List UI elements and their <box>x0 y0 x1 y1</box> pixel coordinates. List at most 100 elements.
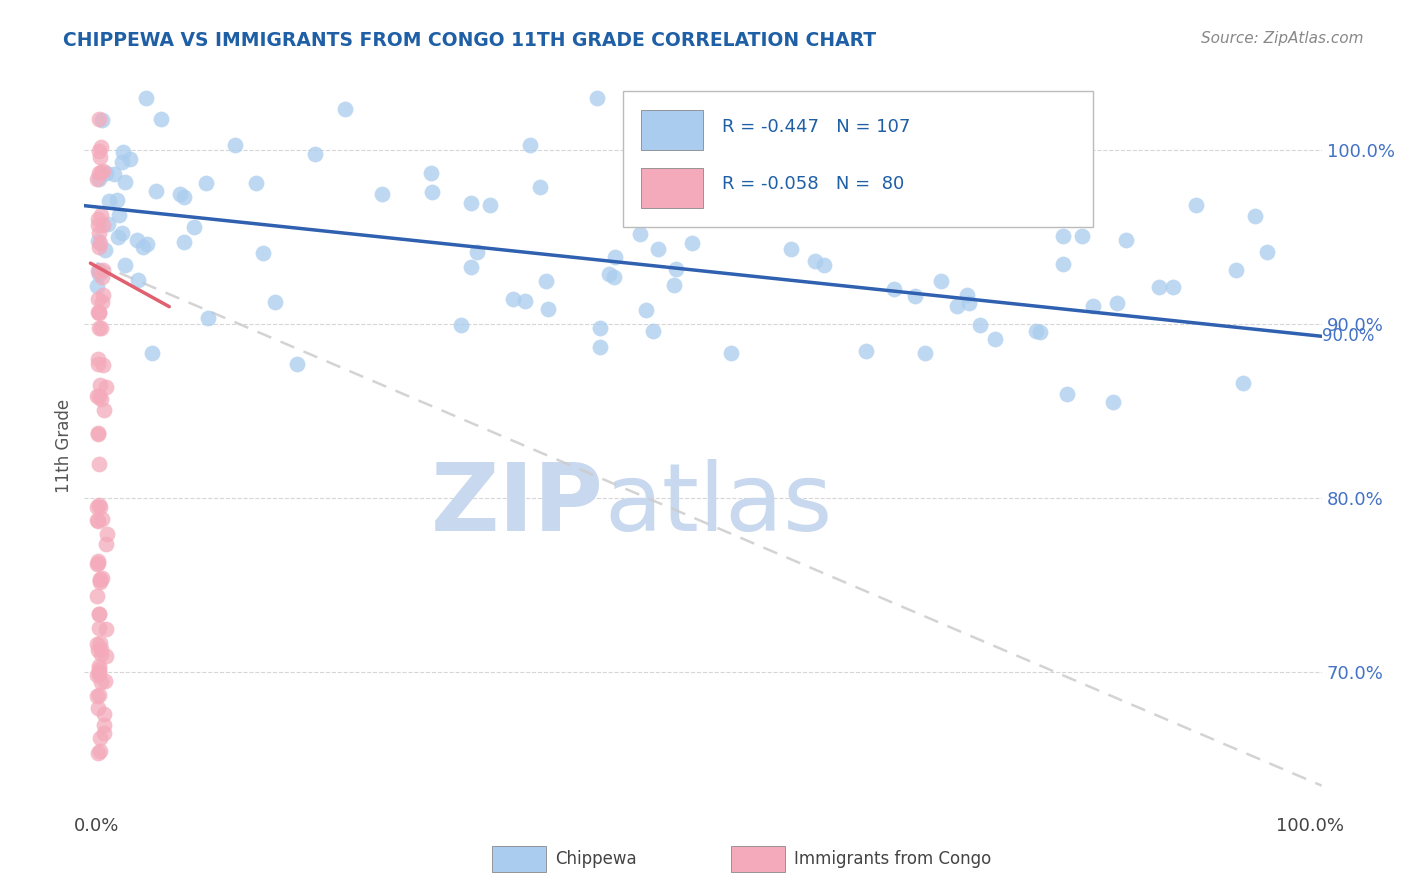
Point <box>135 91 157 105</box>
Point <box>107 229 129 244</box>
Point <box>87 234 110 248</box>
Point <box>145 184 167 198</box>
Point <box>87 746 110 760</box>
Point <box>86 278 108 293</box>
Point <box>87 321 110 335</box>
Point <box>127 273 149 287</box>
Point <box>87 166 110 180</box>
Point <box>90 321 112 335</box>
Point <box>87 218 110 232</box>
Point <box>89 144 111 158</box>
Point <box>86 172 108 186</box>
Point <box>647 242 669 256</box>
Point <box>644 201 666 215</box>
Point <box>252 246 274 260</box>
Point <box>94 648 117 663</box>
Point <box>89 267 111 281</box>
Point <box>90 511 112 525</box>
Point <box>1029 325 1052 339</box>
Point <box>89 731 111 745</box>
Point <box>87 667 110 681</box>
Point <box>94 244 117 258</box>
Text: 90.0%: 90.0% <box>1322 327 1374 345</box>
Point <box>86 264 108 278</box>
Point <box>634 303 657 318</box>
Point <box>1052 229 1074 244</box>
Point <box>197 310 219 325</box>
Point <box>93 403 115 417</box>
Point <box>804 254 827 268</box>
Point <box>90 647 112 661</box>
Point <box>86 589 108 603</box>
Point <box>460 260 482 274</box>
Point <box>946 298 969 312</box>
Point <box>224 137 246 152</box>
Point <box>603 270 626 285</box>
Text: Immigrants from Congo: Immigrants from Congo <box>794 850 991 868</box>
Text: R = -0.058   N =  80: R = -0.058 N = 80 <box>721 175 904 194</box>
Point <box>90 208 112 222</box>
Point <box>91 262 114 277</box>
Point <box>519 137 541 152</box>
Point <box>1081 299 1104 313</box>
FancyBboxPatch shape <box>641 110 703 150</box>
Point <box>111 155 134 169</box>
Point <box>89 573 111 587</box>
Point <box>883 282 905 296</box>
Point <box>89 636 111 650</box>
Point <box>87 607 110 621</box>
Point <box>813 258 835 272</box>
Text: Chippewa: Chippewa <box>555 850 637 868</box>
Point <box>114 175 136 189</box>
Point <box>103 168 125 182</box>
Point <box>141 346 163 360</box>
Point <box>87 305 110 319</box>
Point <box>955 287 977 301</box>
Point <box>780 242 803 256</box>
Point <box>855 343 877 358</box>
Point <box>1232 376 1254 390</box>
Point <box>87 293 110 307</box>
Point <box>450 318 472 333</box>
Point <box>90 675 112 690</box>
Text: Source: ZipAtlas.com: Source: ZipAtlas.com <box>1201 31 1364 46</box>
Point <box>136 237 159 252</box>
Point <box>1071 229 1094 244</box>
Point <box>1225 262 1247 277</box>
FancyBboxPatch shape <box>623 91 1092 227</box>
Point <box>1115 233 1137 247</box>
Text: atlas: atlas <box>605 458 832 550</box>
Point <box>87 554 110 568</box>
Point <box>1052 257 1074 271</box>
FancyBboxPatch shape <box>641 168 703 209</box>
Point <box>86 557 108 571</box>
Point <box>1056 387 1078 401</box>
Point <box>87 351 110 366</box>
Point <box>87 305 110 319</box>
Point <box>94 673 117 688</box>
Point <box>598 267 620 281</box>
Point <box>89 574 111 589</box>
Point <box>94 166 117 180</box>
Point <box>87 240 110 254</box>
Point <box>89 377 111 392</box>
Point <box>96 380 118 394</box>
Point <box>914 346 936 360</box>
Point <box>502 292 524 306</box>
Point <box>91 294 114 309</box>
Point <box>370 186 392 201</box>
Point <box>86 668 108 682</box>
Point <box>1147 280 1170 294</box>
Point <box>589 321 612 335</box>
Point <box>173 235 195 249</box>
Point <box>108 208 131 222</box>
Point <box>420 186 443 200</box>
Point <box>112 145 135 159</box>
Point <box>183 220 205 235</box>
Point <box>718 185 741 199</box>
Point <box>1107 296 1129 310</box>
Point <box>658 170 681 185</box>
Point <box>91 288 114 302</box>
Point <box>643 324 665 338</box>
Point <box>304 146 326 161</box>
